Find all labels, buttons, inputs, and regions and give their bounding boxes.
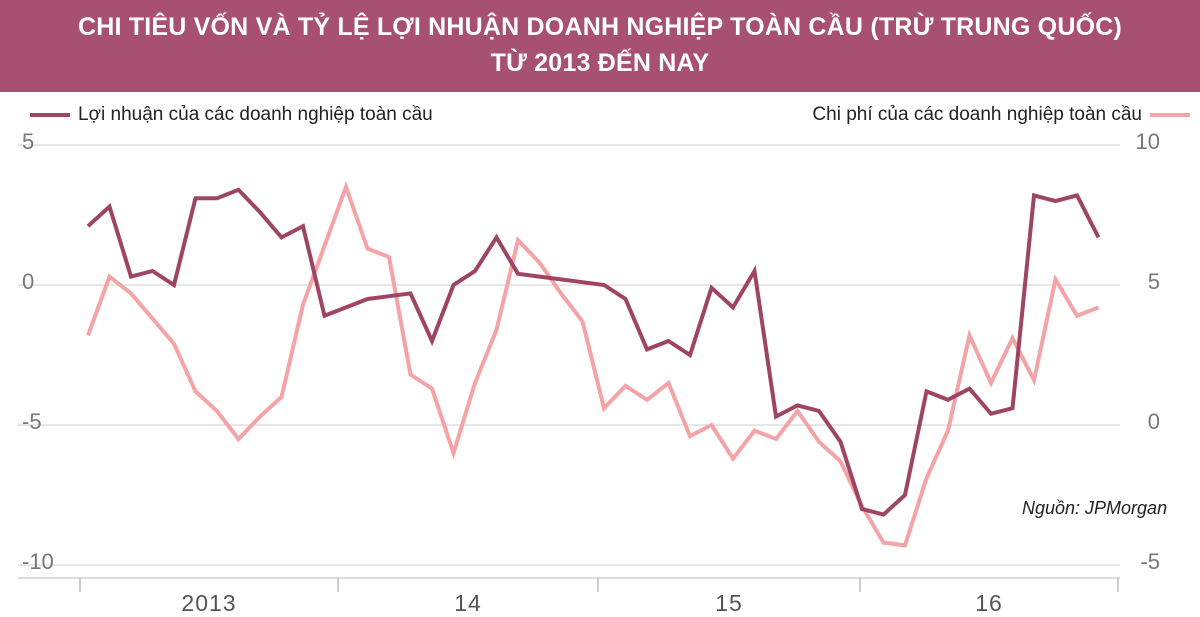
capex-series-line — [86, 181, 1100, 548]
x-axis-tick-label: 2013 — [181, 590, 236, 616]
profit-series-line — [86, 187, 1101, 517]
chart-subtitle: TỪ 2013 ĐẾN NAY — [490, 49, 710, 77]
left-axis-tick-label: -10 — [22, 549, 54, 574]
chart-header: CHI TIÊU VỐN VÀ TỶ LỆ LỢI NHUẬN DOANH NG… — [0, 0, 1200, 92]
legend-capex-label: Chi phí của các doanh nghiệp toàn cầu — [812, 104, 1142, 125]
right-axis-tick-label: -5 — [1140, 549, 1160, 574]
right-axis-tick-label: 0 — [1148, 409, 1160, 434]
source-note: Nguồn: JPMorgan — [1022, 498, 1168, 518]
legend-profit: Lợi nhuận của các doanh nghiệp toàn cầu — [30, 104, 433, 126]
x-axis-tick-label: 15 — [715, 590, 743, 616]
legend-capex: Chi phí của các doanh nghiệp toàn cầu — [812, 104, 1190, 126]
left-axis-tick-label: 5 — [22, 129, 34, 154]
x-axis-tick-label: 14 — [454, 590, 482, 616]
right-axis-tick-label: 10 — [1136, 129, 1160, 154]
legend-profit-label: Lợi nhuận của các doanh nghiệp toàn cầu — [78, 104, 433, 125]
x-axis-tick-label: 16 — [975, 590, 1003, 616]
legend-profit-swatch — [30, 113, 70, 117]
right-axis-tick-label: 5 — [1148, 269, 1160, 294]
chart-title: CHI TIÊU VỐN VÀ TỶ LỆ LỢI NHUẬN DOANH NG… — [77, 13, 1123, 41]
legend-capex-swatch — [1150, 113, 1190, 117]
left-axis-tick-label: 0 — [22, 269, 34, 294]
left-axis-tick-label: -5 — [22, 409, 42, 434]
